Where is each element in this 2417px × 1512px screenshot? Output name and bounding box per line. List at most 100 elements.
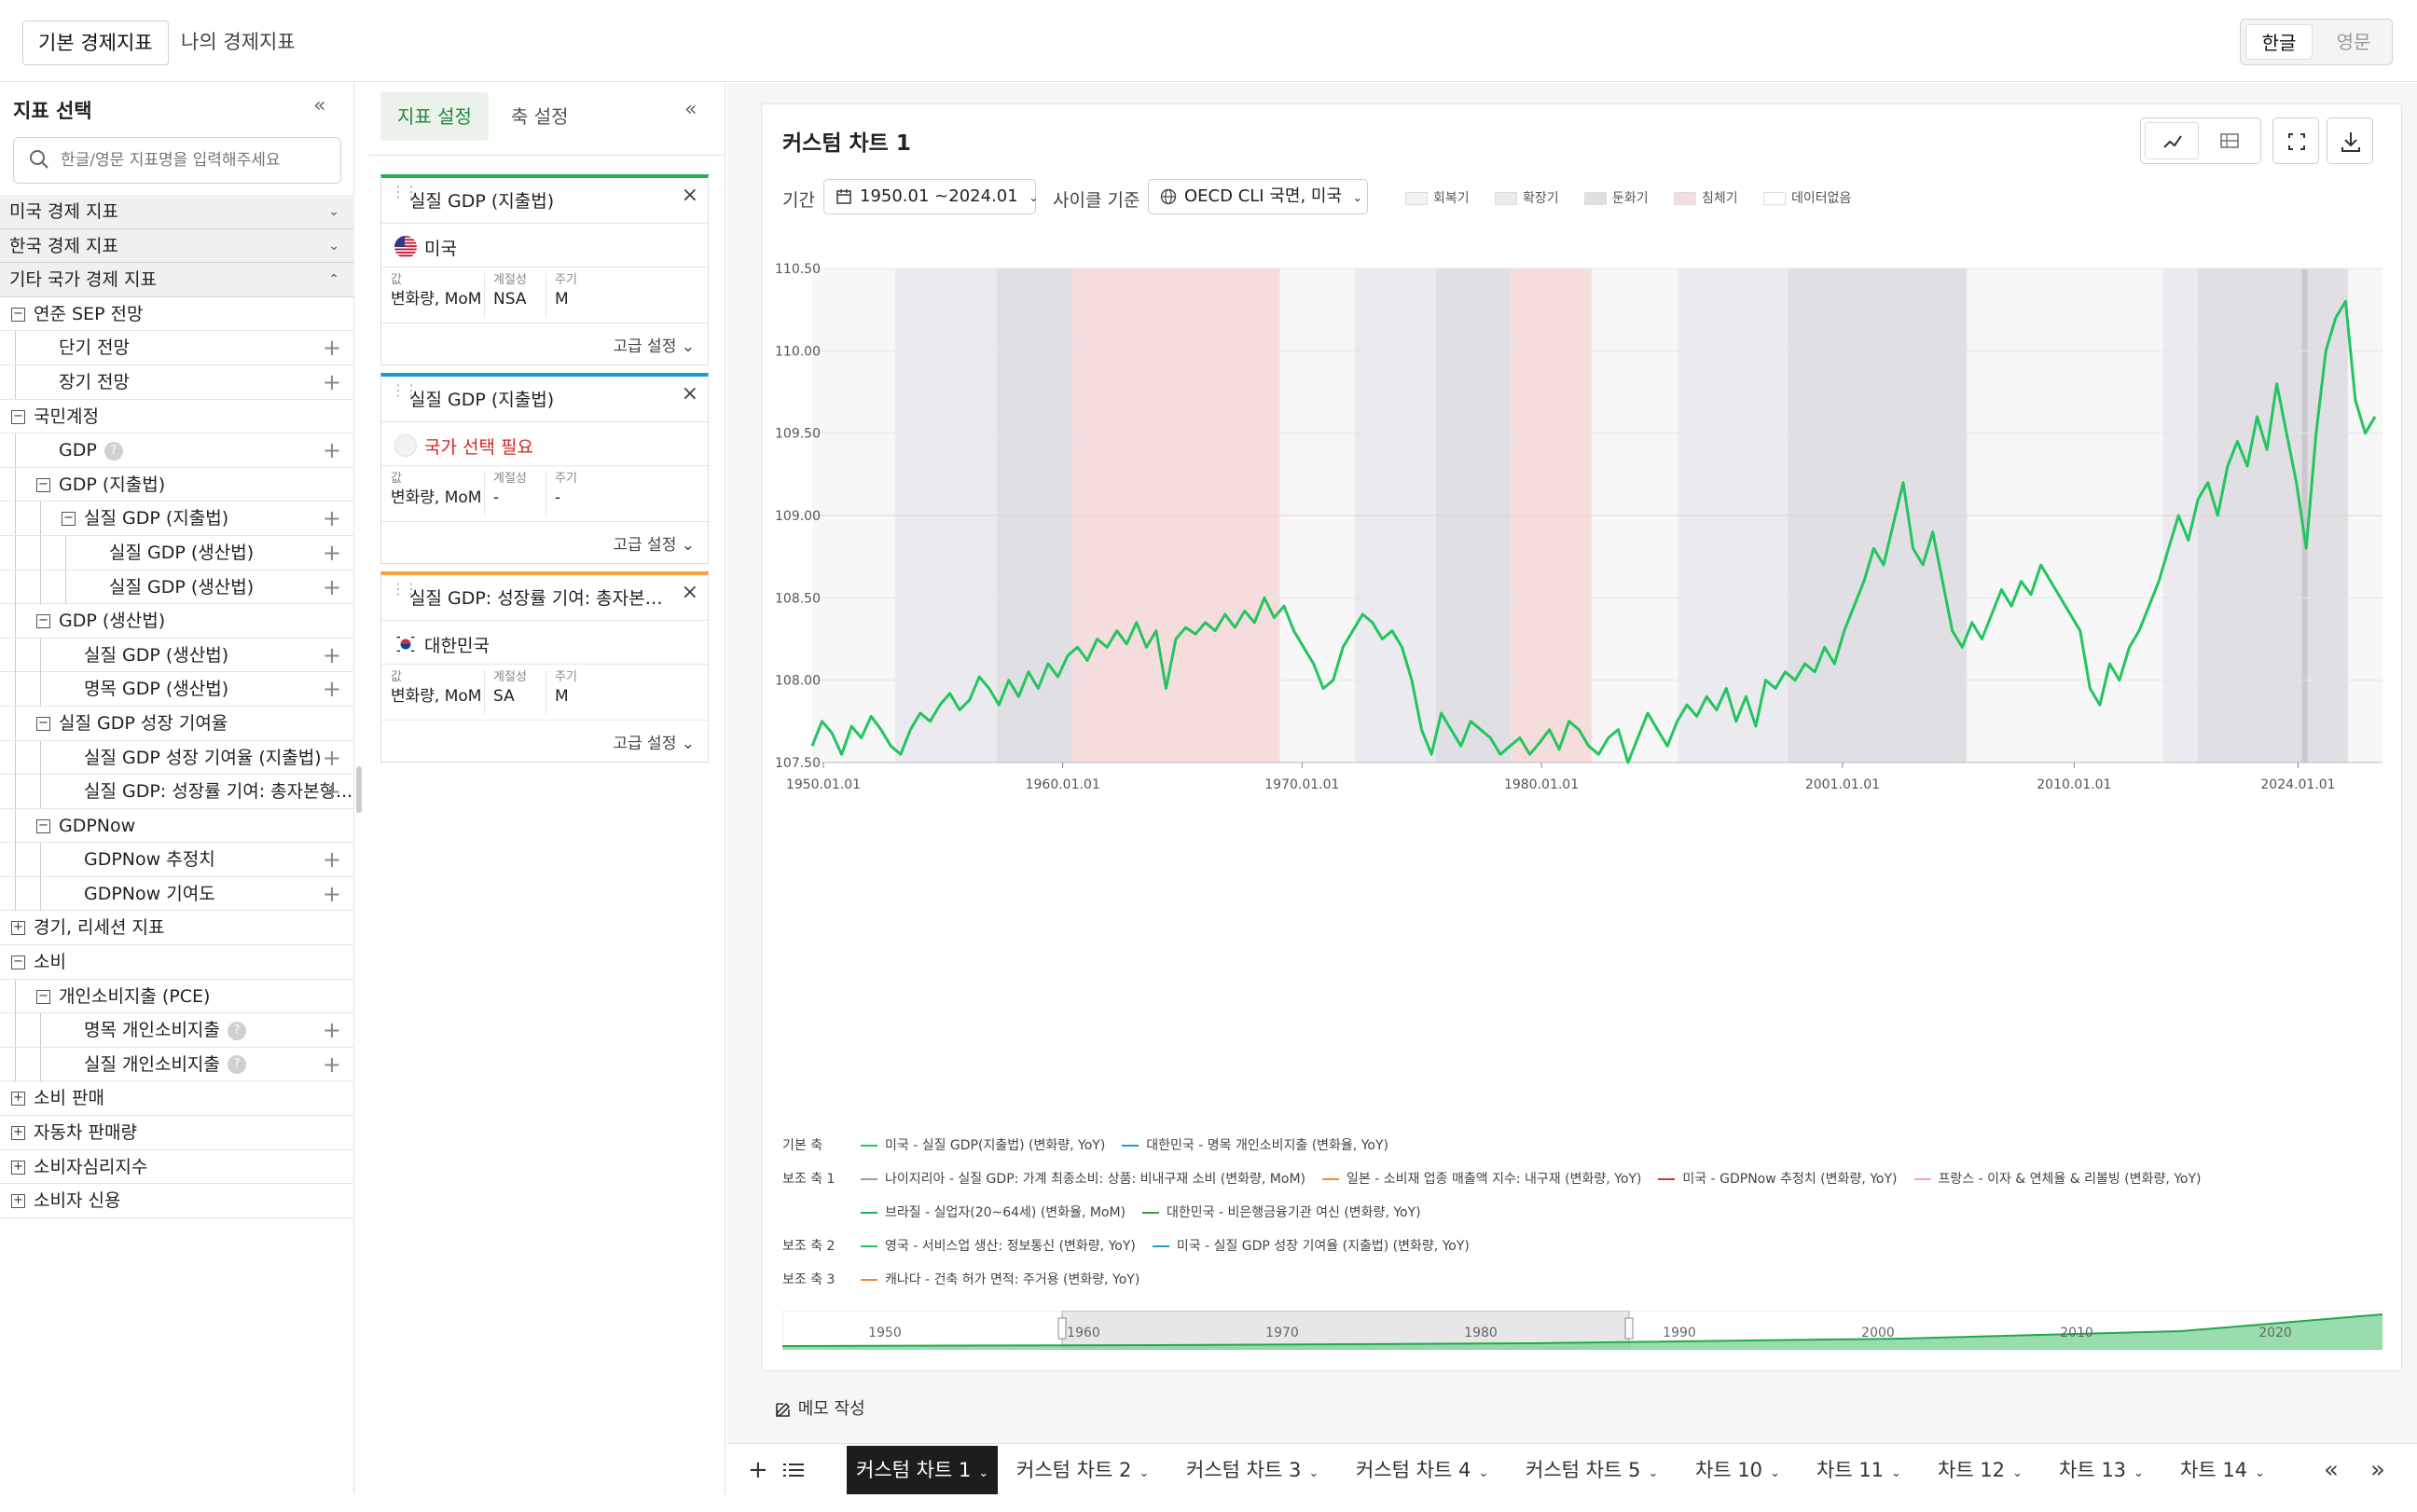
expand-icon[interactable]: + — [11, 1160, 25, 1175]
country-row[interactable]: 미국 — [381, 223, 708, 268]
sheet-tab[interactable]: 차트 11 ⌄ — [1816, 1446, 1901, 1494]
period-select[interactable]: 1950.01 ~2024.01 ⌄ — [823, 179, 1038, 214]
tree-item[interactable]: − GDP (지출법) — [0, 467, 354, 502]
tree-item[interactable]: 실질 GDP (생산법) + — [0, 570, 354, 605]
tree-item[interactable]: − 실질 GDP (지출법) + — [0, 502, 354, 536]
drag-handle-icon[interactable]: ⋮⋮ — [391, 183, 419, 200]
tree-item[interactable]: 실질 개인소비지출? + — [0, 1047, 354, 1082]
collapse-mid-panel-icon[interactable]: « — [684, 98, 697, 121]
chevron-down-icon[interactable]: ⌄ — [1770, 1466, 1780, 1480]
close-icon[interactable]: × — [681, 581, 698, 604]
tree-item[interactable]: + 경기, 리세션 지표 — [0, 911, 354, 946]
meta-cell[interactable]: 값 변화량, MoM — [391, 670, 481, 708]
lang-english-button[interactable]: 영문 — [2336, 31, 2371, 53]
chevron-down-icon[interactable]: ⌄ — [1478, 1466, 1489, 1480]
meta-cell[interactable]: 주기 M — [555, 670, 577, 708]
tree-item[interactable]: 실질 GDP 성장 기여율 (지출법) + — [0, 740, 354, 776]
add-indicator-icon[interactable]: + — [322, 641, 341, 668]
tree-item[interactable]: + 소비 판매 — [0, 1081, 354, 1117]
legend-item[interactable]: 나이지리아 - 실질 GDP: 가계 최종소비: 상품: 비내구재 소비 (변화… — [861, 1169, 1305, 1188]
sheet-list-icon[interactable] — [781, 1446, 806, 1494]
tree-item[interactable]: − GDPNow — [0, 808, 354, 844]
memo-button[interactable]: 메모 작성 — [774, 1395, 865, 1420]
add-sheet-icon[interactable]: + — [748, 1456, 768, 1484]
collapse-icon[interactable]: − — [11, 409, 25, 424]
expand-icon[interactable]: + — [11, 1092, 25, 1107]
lang-korean-button[interactable]: 한글 — [2245, 24, 2313, 60]
add-indicator-icon[interactable]: + — [322, 368, 341, 395]
expand-icon[interactable]: + — [11, 921, 25, 936]
sheet-tab[interactable]: 차트 10 ⌄ — [1695, 1446, 1780, 1494]
meta-cell[interactable]: 계절성 - — [493, 472, 527, 509]
tree-item[interactable]: + 소비자심리지수 — [0, 1150, 354, 1185]
advanced-settings-toggle[interactable]: 고급 설정 ⌄ — [613, 337, 695, 356]
category-row[interactable]: 미국 경제 지표 ⌄ — [0, 195, 354, 229]
tree-item[interactable]: − 실질 GDP 성장 기여율 — [0, 706, 354, 741]
advanced-settings-toggle[interactable]: 고급 설정 ⌄ — [613, 735, 695, 753]
collapse-icon[interactable]: − — [36, 716, 50, 731]
meta-cell[interactable]: 주기 M — [555, 273, 577, 310]
add-indicator-icon[interactable]: + — [322, 335, 341, 362]
add-indicator-icon[interactable]: + — [322, 778, 341, 805]
add-indicator-icon[interactable]: + — [322, 744, 341, 771]
chevron-down-icon[interactable]: ⌄ — [978, 1466, 989, 1480]
cycle-select[interactable]: OECD CLI 국면, 미국 ⌄ — [1148, 179, 1368, 214]
add-indicator-icon[interactable]: + — [322, 573, 341, 600]
tree-item[interactable]: − 연준 SEP 전망 — [0, 297, 354, 332]
tree-item[interactable]: 실질 GDP: 성장률 기여: 총자본형... + — [0, 775, 354, 809]
collapse-icon[interactable]: − — [36, 989, 50, 1004]
tree-item[interactable]: 장기 전망 + — [0, 364, 354, 400]
tree-item[interactable]: GDPNow 추정치 + — [0, 843, 354, 877]
expand-icon[interactable]: + — [11, 1126, 25, 1141]
collapse-icon[interactable]: − — [36, 818, 50, 833]
add-indicator-icon[interactable]: + — [322, 437, 341, 464]
search-input[interactable] — [61, 147, 331, 173]
tree-item[interactable]: − 국민계정 — [0, 400, 354, 434]
chevron-down-icon[interactable]: ⌄ — [1648, 1466, 1659, 1480]
meta-cell[interactable]: 계절성 SA — [493, 670, 527, 708]
fullscreen-button[interactable] — [2272, 117, 2319, 164]
sheet-tab[interactable]: 커스텀 차트 4 ⌄ — [1356, 1446, 1488, 1494]
chevron-down-icon[interactable]: ⌄ — [2134, 1466, 2144, 1480]
scroll-tabs-left-icon[interactable]: « — [2324, 1456, 2339, 1484]
drag-handle-icon[interactable]: ⋮⋮ — [391, 580, 419, 598]
expand-icon[interactable]: + — [11, 1194, 25, 1209]
country-row[interactable]: 대한민국 — [381, 620, 708, 665]
add-indicator-icon[interactable]: + — [322, 846, 341, 873]
scroll-tabs-right-icon[interactable]: » — [2370, 1456, 2385, 1484]
collapse-icon[interactable]: − — [11, 955, 25, 970]
sheet-tab[interactable]: 커스텀 차트 1 ⌄ — [847, 1446, 999, 1494]
tree-item[interactable]: − 소비 — [0, 945, 354, 980]
chevron-down-icon[interactable]: ⌄ — [1891, 1466, 1901, 1480]
legend-item[interactable]: 브라질 - 실업자(20~64세) (변화율, MoM) — [861, 1203, 1126, 1221]
meta-cell[interactable]: 주기 - — [555, 472, 577, 509]
add-indicator-icon[interactable]: + — [322, 505, 341, 532]
category-row[interactable]: 기타 국가 경제 지표 ⌃ — [0, 263, 354, 297]
legend-item[interactable]: 미국 - 실질 GDP 성장 기여율 (지출법) (변화량, YoY) — [1152, 1236, 1470, 1255]
collapse-icon[interactable]: − — [36, 614, 50, 629]
close-icon[interactable]: × — [681, 184, 698, 207]
legend-item[interactable]: 캐나다 - 건축 허가 면적: 주거용 (변화량, YoY) — [861, 1270, 1139, 1288]
chevron-down-icon[interactable]: ⌄ — [2012, 1466, 2023, 1480]
sheet-tab[interactable]: 차트 14 ⌄ — [2180, 1446, 2265, 1494]
legend-item[interactable]: 프랑스 - 이자 & 연체율 & 리볼빙 (변화량, YoY) — [1913, 1169, 2202, 1188]
chevron-down-icon[interactable]: ⌄ — [328, 204, 339, 219]
help-icon[interactable]: ? — [227, 1055, 246, 1075]
sheet-tab[interactable]: 커스텀 차트 3 ⌄ — [1186, 1446, 1319, 1494]
chevron-down-icon[interactable]: ⌄ — [1308, 1466, 1319, 1480]
add-indicator-icon[interactable]: + — [322, 1017, 341, 1044]
add-indicator-icon[interactable]: + — [322, 539, 341, 566]
close-icon[interactable]: × — [681, 382, 698, 405]
sheet-tab[interactable]: 차트 12 ⌄ — [1938, 1446, 2023, 1494]
tree-item[interactable]: 실질 GDP (생산법) + — [0, 638, 354, 673]
resize-handle[interactable] — [356, 766, 362, 813]
tree-item[interactable]: + 자동차 판매량 — [0, 1116, 354, 1150]
sheet-tab[interactable]: 차트 13 ⌄ — [2059, 1446, 2144, 1494]
legend-item[interactable]: 대한민국 - 비은행금융기관 여신 (변화량, YoY) — [1142, 1203, 1421, 1221]
tree-item[interactable]: 명목 개인소비지출? + — [0, 1013, 354, 1048]
tree-item[interactable]: − GDP (생산법) — [0, 604, 354, 639]
collapse-icon[interactable]: − — [11, 307, 25, 322]
chevron-down-icon[interactable]: ⌄ — [2255, 1466, 2265, 1480]
legend-item[interactable]: 미국 - 실질 GDP(지출법) (변화량, YoY) — [861, 1135, 1105, 1154]
collapse-icon[interactable]: − — [36, 477, 50, 492]
